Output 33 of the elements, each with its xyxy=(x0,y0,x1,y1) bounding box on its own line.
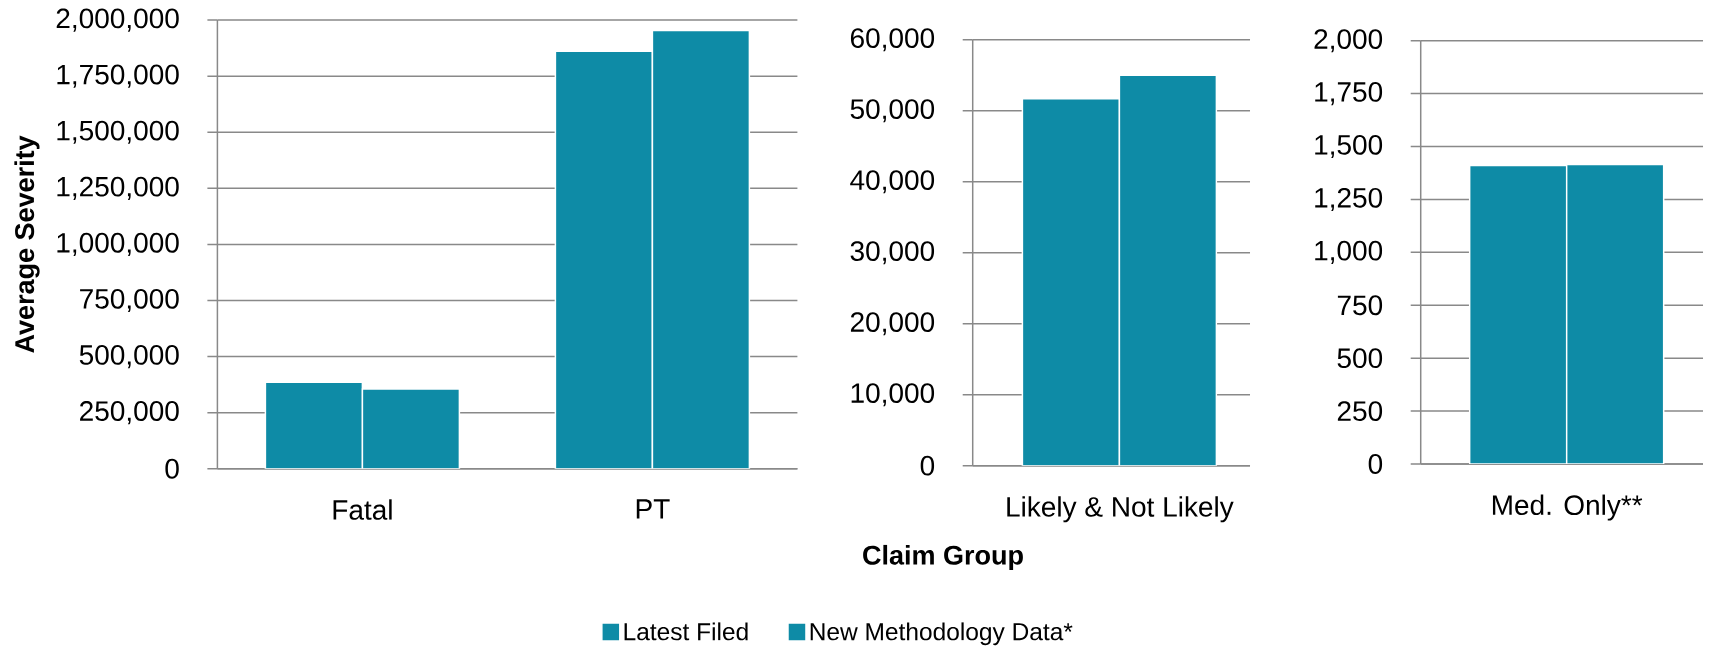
y-tick-label: 40,000 xyxy=(850,170,935,194)
y-tick-label: 10,000 xyxy=(851,383,935,407)
y-tick-label: 50,000 xyxy=(850,99,935,123)
x-tick-label: Med. Only** xyxy=(1492,494,1643,521)
y-tick-label: 2,000 xyxy=(1314,29,1383,53)
y-tick-label: 1,500,000 xyxy=(57,120,179,144)
x-tick-label: Fatal xyxy=(333,499,392,520)
y-tick-label: 0 xyxy=(920,455,935,476)
y-tick-label: 250 xyxy=(1337,401,1383,421)
y-tick-label: 60,000 xyxy=(850,28,935,52)
y-tick-label: 1,500 xyxy=(1315,134,1383,159)
y-tick-label: 1,000 xyxy=(1315,240,1383,264)
y-tick-label: 1,750 xyxy=(1315,82,1383,106)
y-tick-label: 20,000 xyxy=(850,312,935,336)
y-tick-label: 500,000 xyxy=(79,345,179,369)
y-tick-label: 750,000 xyxy=(80,288,179,313)
y-tick-label: 500 xyxy=(1337,348,1383,369)
x-tick-label: Likely & Not Likely xyxy=(1007,496,1234,523)
y-tick-label: 250,000 xyxy=(80,401,179,425)
y-tick-label: 750 xyxy=(1337,295,1383,316)
y-tick-label: 0 xyxy=(165,458,179,479)
y-tick-label: 1,000,000 xyxy=(57,232,179,256)
y-tick-label: 0 xyxy=(1368,454,1383,474)
y-tick-label: 1,250,000 xyxy=(57,176,179,200)
legend-label: New Methodology Data* xyxy=(810,622,1073,646)
y-axis-title: Average Severity xyxy=(14,135,40,353)
y-tick-label: 1,750,000 xyxy=(57,64,179,88)
x-axis-title: Claim Group xyxy=(863,544,1023,571)
x-tick-label: PT xyxy=(636,499,670,519)
y-tick-label: 1,250 xyxy=(1315,187,1383,211)
legend-label: Latest Filed xyxy=(624,622,748,641)
y-tick-label: 2,000,000 xyxy=(56,8,179,32)
y-tick-label: 30,000 xyxy=(850,241,935,265)
